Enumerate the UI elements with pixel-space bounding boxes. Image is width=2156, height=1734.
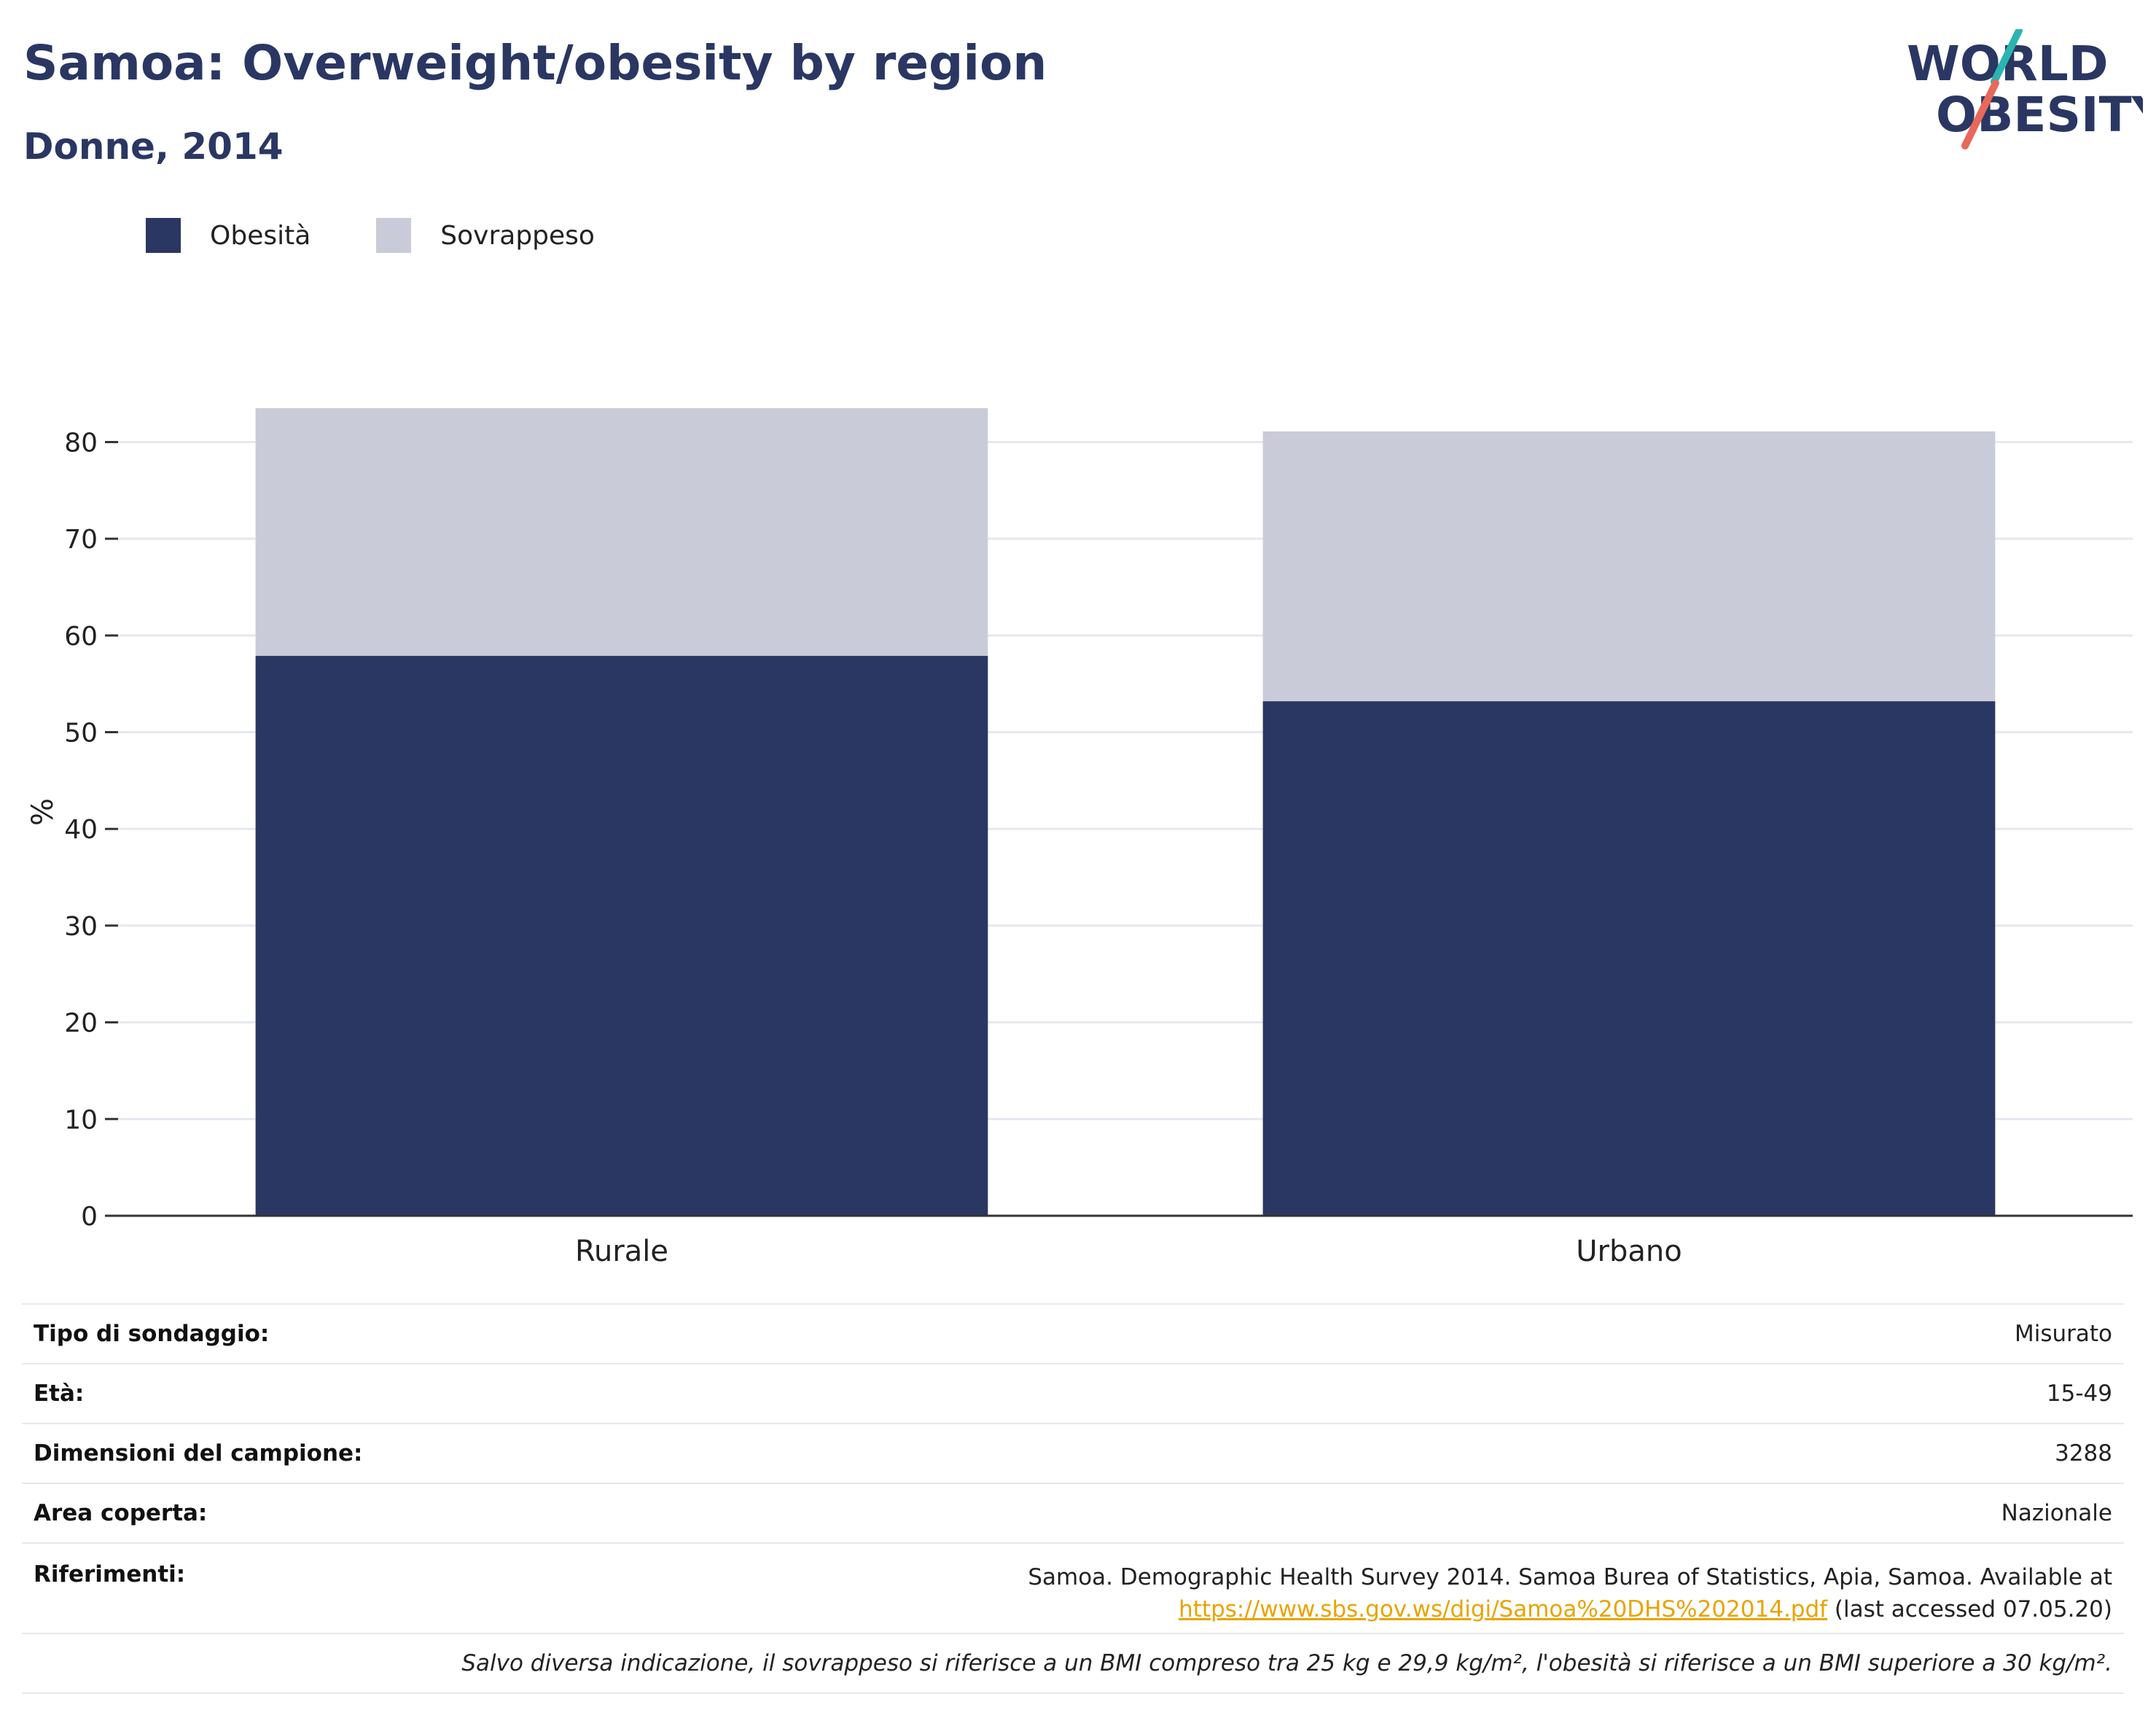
- y-tick-label-30: 30: [64, 912, 98, 942]
- info-value-survey-type: Misurato: [2014, 1321, 2112, 1347]
- legend-swatch-obesity: [146, 218, 181, 253]
- info-label-age: Età:: [34, 1380, 85, 1407]
- y-tick-label-10: 10: [64, 1105, 98, 1135]
- world-obesity-logo: WORLD OBESITY: [1907, 29, 2143, 149]
- legend-swatch-overweight: [376, 218, 412, 253]
- info-value-references: Samoa. Demographic Health Survey 2014. S…: [1028, 1561, 2112, 1625]
- y-tick-label-0: 0: [81, 1202, 98, 1232]
- references-text: Samoa. Demographic Health Survey 2014. S…: [1028, 1564, 2112, 1590]
- bar-rurale-overweight[interactable]: [255, 408, 988, 656]
- legend-item-obesity[interactable]: Obesità: [146, 218, 310, 253]
- y-axis-label: %: [26, 798, 60, 826]
- y-tick-label-40: 40: [64, 815, 98, 845]
- survey-info-table: Tipo di sondaggio: Misurato Età: 15-49 D…: [22, 1303, 2124, 1694]
- bar-chart: 0 10 20 30 40 50 60 70 80% Rurale Urbano: [26, 408, 2133, 1268]
- info-label-area-covered: Area coperta:: [34, 1500, 208, 1526]
- y-tick-label-50: 50: [64, 719, 98, 749]
- bar-urbano-obesity[interactable]: [1262, 701, 1996, 1216]
- references-line2: https://www.sbs.gov.ws/digi/Samoa%20DHS%…: [1028, 1593, 2112, 1625]
- info-row-references: Riferimenti: Samoa. Demographic Health S…: [22, 1544, 2124, 1634]
- info-row-survey-type: Tipo di sondaggio: Misurato: [22, 1305, 2124, 1364]
- y-tick-label-80: 80: [64, 428, 98, 458]
- x-tick-label-rurale: Rurale: [575, 1235, 668, 1268]
- y-tick-label-20: 20: [64, 1009, 98, 1039]
- legend-label-obesity: Obesità: [210, 220, 311, 251]
- y-tick-label-60: 60: [64, 622, 98, 652]
- info-label-survey-type: Tipo di sondaggio:: [34, 1321, 270, 1347]
- info-row-age: Età: 15-49: [22, 1364, 2124, 1424]
- info-row-area-covered: Area coperta: Nazionale: [22, 1484, 2124, 1544]
- logo-slash-teal: [1991, 29, 2023, 85]
- legend-label-overweight: Sovrappeso: [440, 220, 595, 251]
- info-row-note: Salvo diversa indicazione, il sovrappeso…: [22, 1634, 2124, 1694]
- info-label-references: Riferimenti:: [34, 1561, 186, 1587]
- info-value-area-covered: Nazionale: [2001, 1500, 2112, 1526]
- references-link[interactable]: https://www.sbs.gov.ws/digi/Samoa%20DHS%…: [1179, 1596, 1828, 1622]
- bmi-definition-note: Salvo diversa indicazione, il sovrappeso…: [461, 1650, 2112, 1676]
- info-label-sample-size: Dimensioni del campione:: [34, 1440, 363, 1467]
- y-tick-label-70: 70: [64, 525, 98, 555]
- info-value-sample-size: 3288: [2055, 1440, 2112, 1467]
- bar-rurale-obesity[interactable]: [255, 655, 988, 1216]
- references-suffix: (last accessed 07.05.20): [1827, 1596, 2112, 1622]
- bar-urbano-overweight[interactable]: [1262, 431, 1996, 702]
- legend-item-overweight[interactable]: Sovrappeso: [376, 218, 595, 253]
- info-row-sample-size: Dimensioni del campione: 3288: [22, 1424, 2124, 1484]
- chart-title: Samoa: Overweight/obesity by region: [23, 35, 1047, 91]
- chart-subtitle: Donne, 2014: [23, 125, 284, 168]
- x-tick-label-urbano: Urbano: [1576, 1235, 1682, 1268]
- info-value-age: 15-49: [2046, 1380, 2112, 1407]
- chart-legend: Obesità Sovrappeso: [146, 217, 660, 254]
- logo-text-world: WORLD: [1907, 36, 2109, 92]
- logo-slash-red: [1961, 79, 1999, 149]
